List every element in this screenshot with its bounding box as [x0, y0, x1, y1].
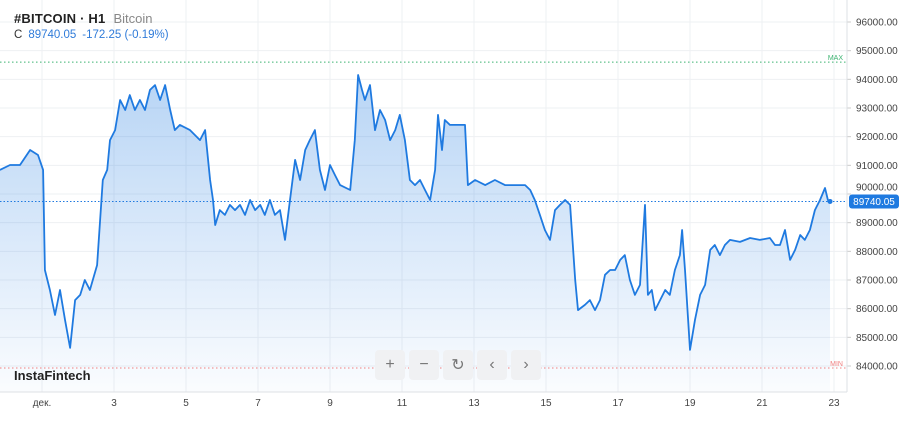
- scroll-right-button[interactable]: ›: [511, 350, 541, 380]
- last-point: [827, 198, 833, 204]
- plus-icon: +: [385, 356, 395, 373]
- x-tick-label: 15: [540, 398, 552, 409]
- y-tick-label: 85000.00: [856, 333, 898, 344]
- zoom-in-button[interactable]: +: [375, 350, 405, 380]
- scroll-left-button[interactable]: ‹: [477, 350, 507, 380]
- brand-logo: InstaFintech: [14, 368, 91, 383]
- y-tick-label: 90000.00: [856, 182, 898, 193]
- close-label: C: [14, 29, 23, 41]
- chevron-right-icon: ›: [523, 356, 529, 373]
- y-tick-label: 93000.00: [856, 104, 898, 115]
- last-price-badge: [849, 194, 899, 209]
- change-value: -172.25 (-0.19%): [82, 29, 169, 41]
- reset-button[interactable]: ↻: [443, 350, 473, 380]
- x-tick-label: 19: [684, 398, 696, 409]
- x-tick-label: 13: [468, 398, 480, 409]
- x-axis[interactable]: дек. 3 5 7 9 11 13 15 17 19 21 23: [0, 391, 847, 409]
- y-tick-label: 86000.00: [856, 304, 898, 315]
- x-tick-label: 5: [183, 398, 189, 409]
- x-tick-label: дек.: [33, 398, 52, 409]
- x-tick-label: 7: [255, 398, 261, 409]
- reference-lines: MAX MIN 89740.05: [0, 55, 899, 369]
- chevron-left-icon: ‹: [489, 356, 495, 373]
- zoom-out-button[interactable]: −: [409, 350, 439, 380]
- y-tick-label: 92000.00: [856, 132, 898, 143]
- last-price-label: 89740.05: [853, 197, 895, 208]
- y-axis[interactable]: 84000.00 85000.00 86000.00 87000.00 88000.00…: [846, 0, 898, 392]
- chart-controls: + − ↻ ‹ ›: [375, 350, 541, 380]
- y-tick-label: 88000.00: [856, 247, 898, 258]
- instrument-name: Bitcoin: [113, 11, 153, 26]
- close-value: 89740.05: [28, 29, 77, 41]
- x-tick-label: 21: [756, 398, 768, 409]
- minus-icon: −: [419, 356, 429, 373]
- y-tick-label: 94000.00: [856, 75, 898, 86]
- x-tick-label: 3: [111, 398, 117, 409]
- price-line: [0, 74, 831, 351]
- y-tick-label: 96000.00: [856, 18, 898, 29]
- price-area: [0, 75, 831, 392]
- x-tick-label: 23: [828, 398, 840, 409]
- symbol-label: #BITCOIN · H1: [14, 11, 106, 26]
- x-tick-label: 17: [612, 398, 624, 409]
- y-tick-label: 91000.00: [856, 161, 898, 172]
- y-tick-label: 84000.00: [856, 362, 898, 373]
- quote-line: C 89740.05 -172.25 (-0.19%): [14, 29, 169, 41]
- reset-icon: ↻: [451, 357, 465, 374]
- chart-header: #BITCOIN · H1 Bitcoin: [14, 11, 152, 26]
- min-label: MIN: [830, 361, 843, 368]
- max-label: MAX: [828, 55, 844, 62]
- x-tick-label: 9: [327, 398, 333, 409]
- y-tick-label: 95000.00: [856, 46, 898, 57]
- y-tick-label: 87000.00: [856, 276, 898, 287]
- y-tick-label: 89000.00: [856, 218, 898, 229]
- x-tick-label: 11: [397, 398, 408, 409]
